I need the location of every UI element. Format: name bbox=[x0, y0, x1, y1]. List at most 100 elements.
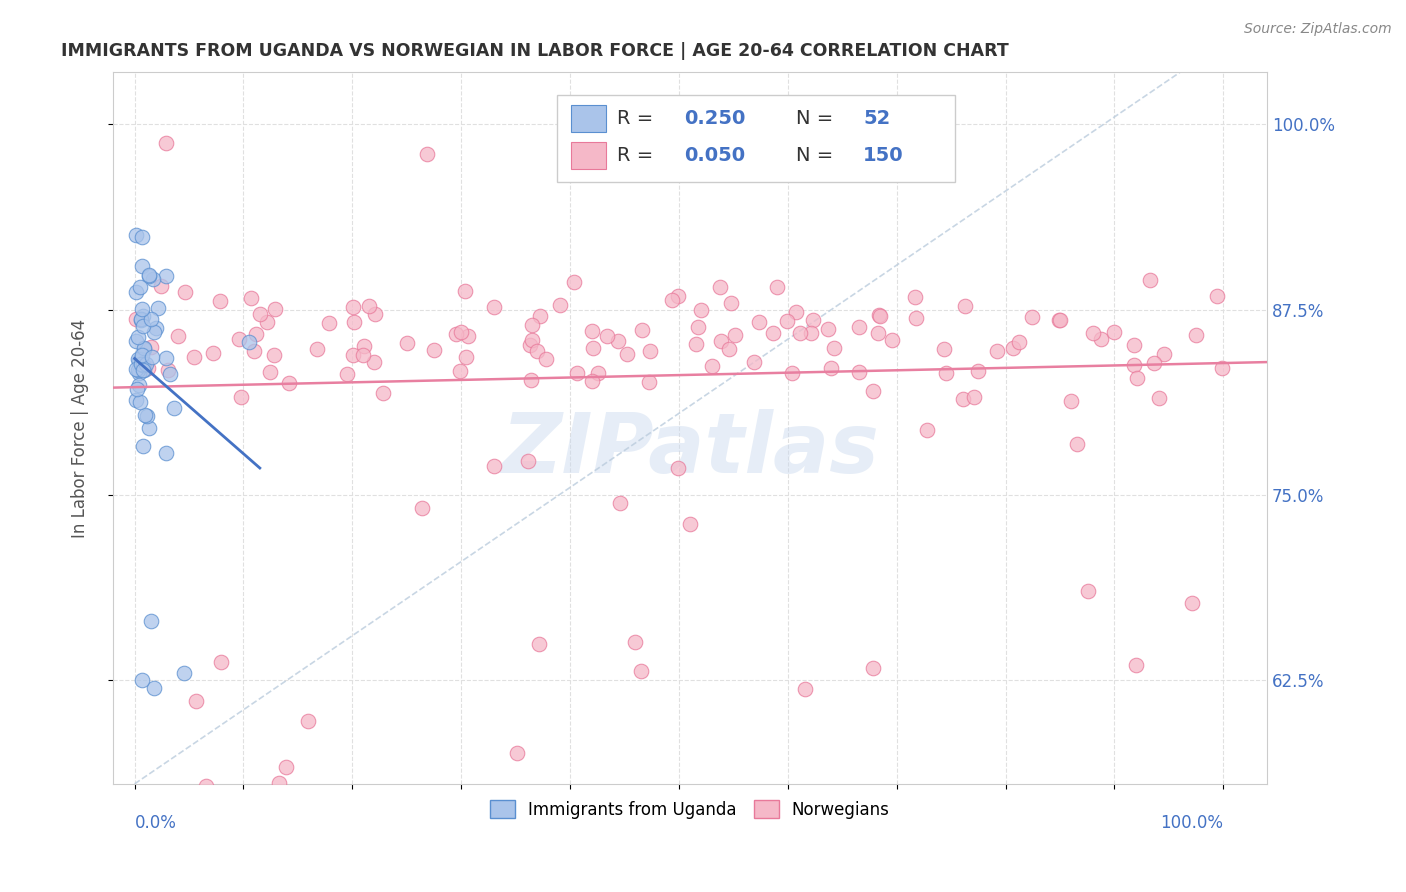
Text: 52: 52 bbox=[863, 109, 890, 128]
Point bbox=[1126, 370, 1149, 384]
Point bbox=[305, 342, 328, 356]
Point bbox=[661, 293, 683, 308]
Y-axis label: In Labor Force | Age 20-64: In Labor Force | Age 20-64 bbox=[72, 318, 89, 538]
Point bbox=[596, 329, 619, 343]
Point bbox=[560, 155, 582, 169]
Point bbox=[127, 330, 149, 344]
Point bbox=[131, 362, 153, 376]
Point bbox=[267, 776, 290, 790]
Point bbox=[277, 376, 299, 390]
Point bbox=[128, 395, 150, 409]
Point bbox=[131, 301, 153, 316]
Point bbox=[195, 779, 218, 793]
Point bbox=[581, 324, 603, 338]
Point bbox=[135, 409, 157, 423]
Point bbox=[318, 316, 340, 330]
Point bbox=[148, 301, 170, 315]
Point bbox=[630, 664, 652, 678]
Point bbox=[183, 350, 205, 364]
Point bbox=[138, 421, 160, 435]
Point bbox=[1102, 326, 1125, 340]
Point bbox=[155, 446, 177, 460]
Point bbox=[963, 391, 986, 405]
Point bbox=[709, 280, 731, 294]
Point bbox=[1181, 596, 1204, 610]
Point bbox=[1049, 313, 1071, 327]
Point bbox=[789, 326, 811, 340]
Point bbox=[411, 501, 433, 516]
Point bbox=[776, 314, 799, 328]
Point bbox=[520, 374, 543, 388]
Point bbox=[131, 259, 153, 273]
Text: Source: ZipAtlas.com: Source: ZipAtlas.com bbox=[1244, 22, 1392, 37]
Point bbox=[125, 285, 148, 300]
Point bbox=[766, 280, 789, 294]
Point bbox=[862, 384, 884, 398]
Point bbox=[174, 285, 197, 299]
Point bbox=[1125, 657, 1147, 672]
Point bbox=[1081, 326, 1104, 340]
Point bbox=[817, 322, 839, 336]
Point bbox=[135, 357, 157, 371]
Point bbox=[742, 355, 765, 369]
Point bbox=[125, 334, 148, 348]
Text: 0.250: 0.250 bbox=[685, 109, 745, 128]
Point bbox=[129, 351, 152, 366]
Point bbox=[155, 269, 177, 284]
Point bbox=[456, 350, 478, 364]
Point bbox=[724, 328, 747, 343]
Point bbox=[720, 296, 742, 310]
Point bbox=[905, 310, 928, 325]
Point bbox=[1090, 332, 1112, 346]
Point bbox=[1021, 310, 1043, 325]
Point bbox=[125, 361, 148, 376]
Point bbox=[125, 228, 148, 243]
Point bbox=[131, 229, 153, 244]
Point bbox=[208, 294, 231, 309]
Point bbox=[1153, 347, 1175, 361]
Text: N =: N = bbox=[796, 146, 839, 165]
Point bbox=[686, 320, 709, 334]
Point bbox=[586, 367, 609, 381]
Point bbox=[482, 300, 505, 314]
Point bbox=[869, 309, 891, 323]
Point bbox=[353, 339, 375, 353]
Text: 100.0%: 100.0% bbox=[1160, 814, 1223, 832]
Point bbox=[127, 352, 149, 367]
Point bbox=[131, 348, 153, 362]
Point bbox=[915, 423, 938, 437]
Point bbox=[141, 312, 163, 326]
Point bbox=[138, 268, 160, 282]
Point bbox=[249, 307, 271, 321]
Point bbox=[710, 334, 733, 348]
Point bbox=[700, 359, 723, 373]
Point bbox=[862, 660, 884, 674]
Text: R =: R = bbox=[617, 146, 659, 165]
Text: 150: 150 bbox=[863, 146, 904, 165]
Point bbox=[685, 337, 707, 351]
Point bbox=[359, 300, 381, 314]
Point bbox=[1211, 360, 1233, 375]
Point bbox=[128, 377, 150, 392]
Point bbox=[1205, 289, 1227, 303]
Point bbox=[450, 325, 472, 339]
Point bbox=[1002, 342, 1025, 356]
Point bbox=[801, 313, 824, 327]
Point bbox=[238, 334, 260, 349]
Point bbox=[132, 358, 155, 372]
Point bbox=[245, 327, 267, 342]
Point bbox=[565, 366, 588, 380]
Point bbox=[820, 361, 842, 376]
Point bbox=[548, 298, 571, 312]
Point bbox=[690, 302, 713, 317]
Point bbox=[785, 305, 807, 319]
Point bbox=[1143, 356, 1166, 370]
Point bbox=[616, 347, 638, 361]
Point bbox=[352, 348, 374, 362]
Point bbox=[132, 309, 155, 323]
Point bbox=[163, 401, 186, 416]
Point bbox=[527, 637, 550, 651]
Point bbox=[228, 332, 250, 346]
Point bbox=[678, 517, 700, 532]
Point bbox=[1147, 391, 1170, 405]
